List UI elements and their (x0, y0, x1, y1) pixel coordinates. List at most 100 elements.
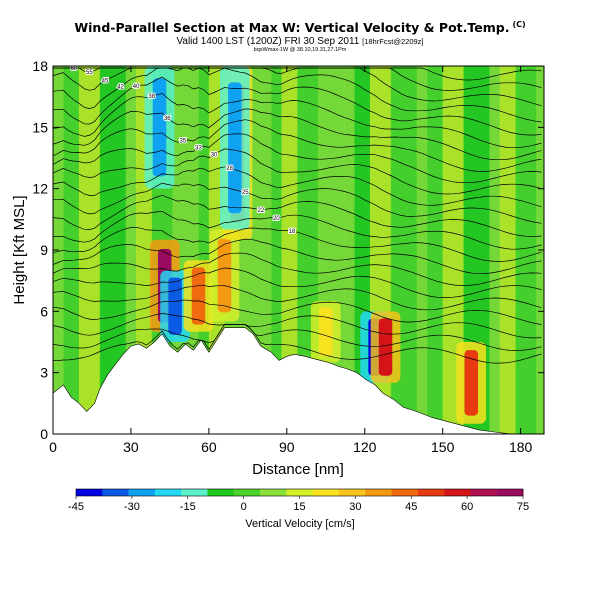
colorbar-swatch (233, 489, 261, 496)
vertical-velocity-band (343, 66, 355, 434)
isentrope-line (53, 284, 542, 311)
y-axis-tick-label: 9 (40, 242, 48, 258)
x-axis: 0 30 60 90 120 150 180 (49, 66, 533, 455)
x-axis-tick-label: 60 (201, 439, 217, 455)
chart-title: Wind-Parallel Section at Max W: Vertical… (74, 20, 526, 36)
colorbar-tick-label: 45 (405, 501, 417, 513)
isentrope-label: 25 (242, 190, 249, 196)
potential-temperature-contours: 60 55 45 42 40 38 36 35 33 30 28 25 22 20 18 (53, 66, 542, 364)
colorbar-swatch (444, 489, 471, 496)
x-axis-tick-label: 90 (279, 439, 295, 455)
isentrope-line (53, 324, 542, 351)
colorbar-tick-label: 75 (517, 501, 529, 513)
isentrope-line (53, 182, 542, 224)
isentrope-line (53, 194, 542, 237)
colorbar-tick-label: -45 (68, 501, 84, 513)
colorbar-swatch (128, 489, 156, 496)
x-axis-title: Distance [nm] (252, 461, 344, 478)
colorbar-tick-label: -15 (180, 501, 196, 513)
y-axis-tick-label: 0 (40, 426, 48, 442)
isentrope-label: 28 (226, 166, 233, 172)
x-axis-tick-label: 0 (49, 439, 57, 455)
plot-area: 60 55 45 42 40 38 36 35 33 30 28 25 22 20 18 (53, 66, 544, 434)
isentrope-label: 55 (86, 70, 93, 76)
vertical-velocity-core (191, 267, 206, 325)
colorbar-swatch (102, 489, 129, 496)
isentrope-line (53, 67, 542, 107)
colorbar-swatch (181, 489, 208, 496)
colorbar-swatch (496, 489, 524, 496)
colorbar-swatch (470, 489, 498, 496)
colorbar-swatch (365, 489, 392, 496)
isentrope-line (53, 210, 542, 250)
colorbar-swatch (76, 489, 103, 496)
vertical-velocity-band (271, 66, 283, 434)
colorbar: -45 -30 -15 0 15 30 45 60 75 (68, 488, 529, 513)
y-axis-tick-label: 18 (32, 58, 48, 74)
vertical-velocity-band (416, 66, 428, 434)
vertical-velocity-core (152, 78, 167, 177)
isentrope-label: 60 (70, 66, 77, 72)
y-axis-tick-label: 12 (32, 181, 48, 197)
vertical-velocity-band (198, 66, 210, 434)
y-axis-tick-label: 6 (40, 303, 48, 319)
colorbar-swatch (207, 489, 235, 496)
isentrope-label: 18 (289, 229, 296, 235)
chart-subtitle: Valid 1400 LST (1200Z) FRI 30 Sep 2011 [… (176, 36, 424, 47)
isentrope-line (53, 252, 542, 286)
isentrope-line (53, 93, 542, 149)
y-axis-title: Height [Kft MSL] (11, 195, 28, 304)
isentrope-line (53, 299, 542, 325)
x-axis-tick-label: 30 (123, 439, 139, 455)
colorbar-swatch (154, 489, 182, 496)
vertical-velocity-band (489, 66, 501, 434)
vertical-velocity-core (464, 350, 479, 416)
isentrope-line (53, 108, 542, 161)
isentrope-line (53, 76, 542, 136)
x-axis-tick-label: 180 (509, 439, 533, 455)
isentrope-label: 30 (211, 152, 218, 158)
vertical-velocity-cells (144, 66, 487, 424)
colorbar-tick-label: 15 (293, 501, 305, 513)
vertical-velocity-core (319, 307, 333, 357)
isentrope-label: 42 (117, 85, 124, 91)
y-axis-tick-label: 3 (40, 365, 48, 381)
vertical-velocity-band (427, 66, 444, 434)
colorbar-swatch (260, 489, 287, 496)
vertical-velocity-band (499, 66, 516, 434)
vertical-velocity-band (125, 66, 137, 434)
isentrope-label: 36 (164, 116, 171, 122)
isentrope-line (53, 119, 542, 172)
isentrope-label: 22 (257, 208, 264, 214)
colorbar-title: Vertical Velocity [cm/s] (245, 518, 354, 530)
colorbar-tick-label: 30 (349, 501, 361, 513)
vertical-velocity-band (63, 66, 80, 434)
colorbar-swatch (417, 489, 445, 496)
vertical-velocity-core (217, 238, 232, 313)
chart-credit: bqxWmax-1W @ 38.10,19.31,27.1Pm (253, 47, 347, 53)
vertical-velocity-core (168, 277, 182, 335)
isentrope-line (53, 67, 542, 123)
isentrope-label: 35 (180, 138, 187, 144)
colorbar-tick-label: -30 (124, 501, 140, 513)
y-axis-tick-label: 15 (32, 119, 48, 135)
isentrope-label: 33 (195, 145, 202, 151)
x-axis-tick-label: 150 (431, 439, 455, 455)
vertical-velocity-core (228, 82, 242, 214)
isentrope-label: 45 (102, 79, 109, 85)
x-axis-tick-label: 120 (353, 439, 377, 455)
colorbar-tick-label: 0 (241, 501, 247, 513)
isentrope-line (53, 313, 542, 339)
colorbar-swatch (312, 489, 340, 496)
isentrope-line (53, 148, 542, 195)
isentrope-label: 20 (273, 216, 280, 222)
colorbar-swatch (338, 489, 366, 496)
terrain-mask (53, 327, 544, 434)
vertical-velocity-band (515, 66, 537, 434)
isentrope-line (53, 238, 542, 275)
isentrope-line (53, 324, 542, 364)
isentrope-label: 38 (148, 94, 155, 100)
colorbar-swatch (391, 489, 419, 496)
